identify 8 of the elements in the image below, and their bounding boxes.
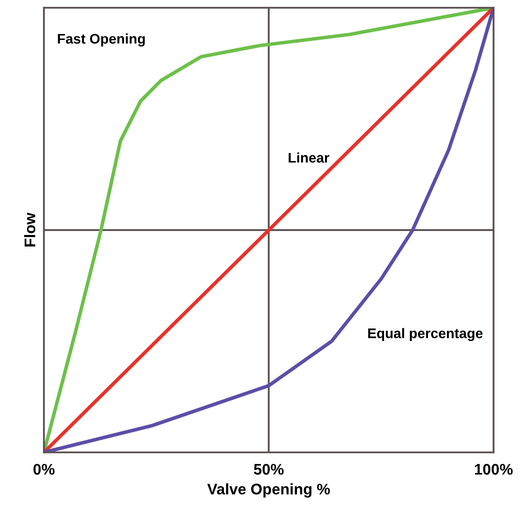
y-axis-title: Flow — [24, 212, 36, 246]
x-tick-label: 0% — [33, 464, 55, 475]
text: Fast Opening — [58, 33, 145, 46]
series-label: Linear — [288, 152, 330, 163]
x-axis-title: Valve Opening % — [207, 483, 330, 498]
x-tick-label: 100% — [474, 464, 513, 475]
series-label: Equal percentage — [368, 328, 483, 342]
x-tick-label: 50% — [254, 464, 284, 475]
